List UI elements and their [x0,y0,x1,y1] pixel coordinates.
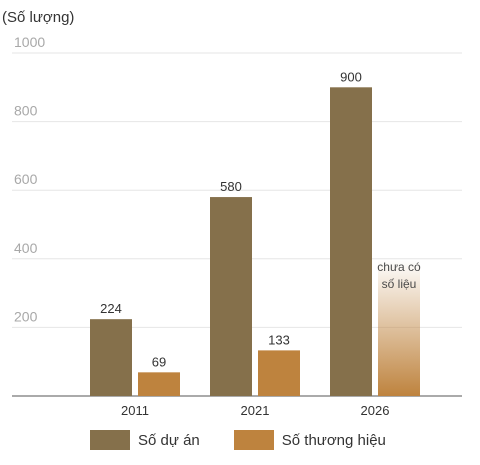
bar-brands-2011 [138,372,180,396]
bar-chart: 1000 800 600 400 200 224 69 2011 580 133 2021 900 ch… [12,34,462,418]
legend: Số dự án Số thương hiệu [90,430,420,450]
y-tick-label: 200 [14,308,38,324]
x-tick-label: 2026 [361,403,390,418]
y-tick-label: 600 [14,171,38,187]
bar-projects-2011 [90,319,132,396]
data-label: 133 [268,332,290,347]
bar-missing-placeholder [378,258,420,396]
legend-label-brands: Số thương hiệu [281,431,386,449]
legend-item-brands: Số thương hiệu [233,430,386,450]
missing-data-note: số liệu [382,277,417,291]
data-label: 580 [220,179,242,194]
bar-brands-2021 [258,350,300,396]
legend-swatch-projects [90,430,130,450]
bar-projects-2021 [210,197,252,396]
legend-item-projects: Số dự án [90,430,200,450]
y-tick-label: 400 [14,240,38,256]
missing-data-note: chưa có [377,260,421,274]
y-unit-label: (Số lượng) [2,9,75,26]
x-tick-label: 2021 [241,403,270,418]
data-label: 69 [152,354,166,369]
y-tick-label: 1000 [14,34,45,50]
bar-projects-2026 [330,87,372,397]
legend-label-projects: Số dự án [138,431,200,449]
data-label: 900 [340,69,362,84]
data-label: 224 [100,301,122,316]
x-tick-label: 2011 [121,403,149,418]
legend-swatch-brands [233,430,274,450]
y-tick-label: 800 [14,103,38,119]
